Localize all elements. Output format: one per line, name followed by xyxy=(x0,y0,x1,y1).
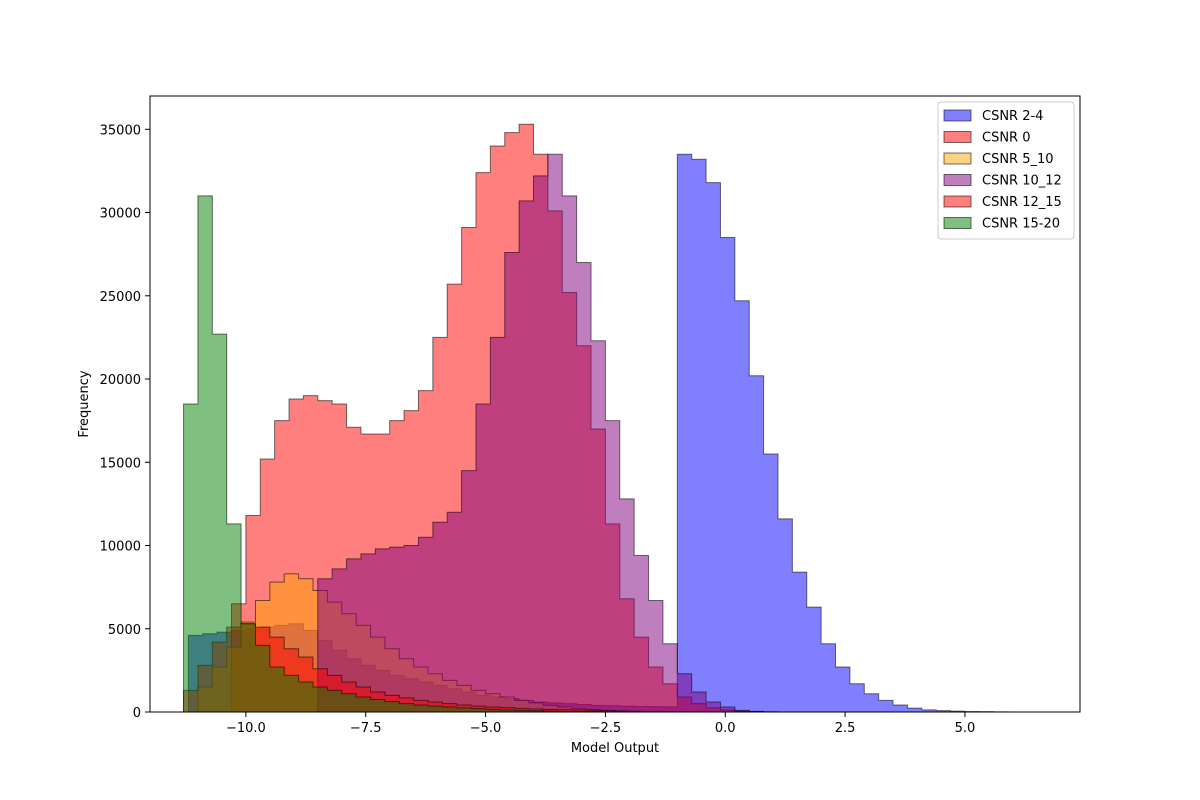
legend-frame xyxy=(937,101,1075,240)
x-tick-label-1: −7.5 xyxy=(350,721,382,736)
legend-label-3: CSNR 10_12 xyxy=(982,174,1062,189)
y-tick-label-1: 5000 xyxy=(108,623,141,638)
x-tick-label-4: 0.0 xyxy=(715,721,736,736)
x-axis-ticks: −10.0 −7.5 −5.0 −2.5 0.0 2.5 5.0 xyxy=(226,712,975,736)
series-5 xyxy=(183,195,659,713)
x-tick-label-5: 2.5 xyxy=(835,721,856,736)
series-3 xyxy=(317,153,822,713)
y-tick-label-3: 15000 xyxy=(100,456,141,471)
y-tick-label-2: 10000 xyxy=(100,540,141,555)
legend-label-5: CSNR 15-20 xyxy=(982,217,1060,232)
x-tick-label-0: −10.0 xyxy=(226,721,266,736)
legend-label-1: CSNR 0 xyxy=(982,131,1031,146)
y-axis-label: Frequency xyxy=(77,370,92,437)
legend-swatch-3 xyxy=(943,174,972,186)
y-tick-label-0: 0 xyxy=(133,706,141,721)
y-tick-label-4: 20000 xyxy=(100,373,141,388)
x-tick-label-2: −5.0 xyxy=(470,721,502,736)
x-axis-label: Model Output xyxy=(571,741,659,756)
y-tick-label-6: 30000 xyxy=(100,207,141,222)
y-tick-label-7: 35000 xyxy=(100,123,141,138)
legend-swatch-4 xyxy=(943,195,972,208)
legend-swatch-2 xyxy=(943,152,972,165)
y-axis-ticks: 0 5000 10000 15000 20000 25000 30000 35000 xyxy=(100,123,150,721)
series-area-3 xyxy=(317,153,822,713)
legend-label-0: CSNR 2-4 xyxy=(982,109,1043,124)
legend-swatch-0 xyxy=(943,109,972,122)
legend: CSNR 2-4 CSNR 0 CSNR 5_10 CSNR 10_12 CSNR 12… xyxy=(937,101,1075,240)
axes-frame xyxy=(149,95,1081,713)
series-area-5 xyxy=(183,195,659,713)
y-tick-label-5: 25000 xyxy=(100,290,141,305)
histogram-series-layer xyxy=(183,123,1066,713)
x-tick-label-3: −2.5 xyxy=(590,721,622,736)
legend-label-4: CSNR 12_15 xyxy=(982,195,1062,210)
x-tick-label-6: 5.0 xyxy=(955,721,976,736)
legend-swatch-1 xyxy=(943,131,972,143)
legend-swatch-5 xyxy=(943,217,972,229)
legend-label-2: CSNR 5_10 xyxy=(982,152,1054,167)
